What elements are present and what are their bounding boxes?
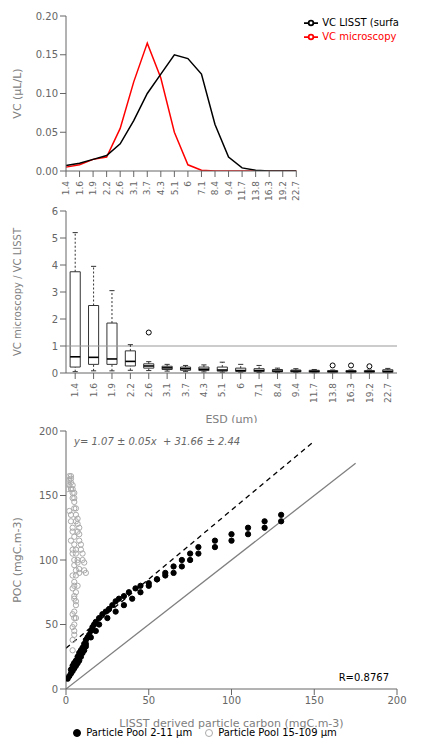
svg-text:16.3: 16.3 xyxy=(346,383,356,403)
html-text:VC microscopy: VC microscopy xyxy=(322,31,397,42)
svg-text:200: 200 xyxy=(39,426,58,437)
svg-text:6: 6 xyxy=(183,181,193,187)
svg-text:R=0.8767: R=0.8767 xyxy=(339,672,389,683)
svg-text:1.4: 1.4 xyxy=(61,181,71,196)
svg-text:9.4: 9.4 xyxy=(224,181,234,196)
svg-text:6: 6 xyxy=(236,383,246,389)
svg-text:22.7: 22.7 xyxy=(383,383,393,403)
svg-text:3.1: 3.1 xyxy=(162,383,172,397)
svg-text:VC microscopy / VC LISST: VC microscopy / VC LISST xyxy=(12,227,23,356)
html-text:Particle Pool 2-11 μm: Particle Pool 2-11 μm xyxy=(86,727,193,738)
svg-text:13.8: 13.8 xyxy=(251,181,261,201)
svg-text:16.3: 16.3 xyxy=(264,181,274,201)
svg-text:5.1: 5.1 xyxy=(170,181,180,195)
svg-text:VC (μL/L): VC (μL/L) xyxy=(11,68,24,118)
svg-text:4.3: 4.3 xyxy=(199,383,209,397)
svg-text:3.1: 3.1 xyxy=(129,181,139,195)
svg-text:1.9: 1.9 xyxy=(88,181,98,196)
svg-text:6: 6 xyxy=(52,206,58,217)
svg-text:y= 1.07 ± 0.05x + 31.66 ± 2.4: y= 1.07 ± 0.05x + 31.66 ± 2.44 xyxy=(73,436,240,447)
svg-text:50: 50 xyxy=(142,695,155,706)
svg-text:11.7: 11.7 xyxy=(309,383,319,403)
svg-text:50: 50 xyxy=(45,619,58,630)
svg-text:100: 100 xyxy=(39,555,58,566)
svg-text:7.1: 7.1 xyxy=(254,383,264,397)
svg-text:0.20: 0.20 xyxy=(36,11,58,22)
svg-text:4: 4 xyxy=(52,260,58,271)
svg-text:22.7: 22.7 xyxy=(291,181,301,201)
svg-text:LISST derived particle carbon: LISST derived particle carbon (mgC.m-3) xyxy=(119,717,343,730)
svg-text:4.3: 4.3 xyxy=(156,181,166,195)
svg-text:100: 100 xyxy=(222,695,241,706)
svg-text:11.7: 11.7 xyxy=(237,181,247,201)
svg-text:2.2: 2.2 xyxy=(102,181,112,195)
html-text:VC LISST (surfa: VC LISST (surfa xyxy=(322,17,399,28)
svg-text:5.1: 5.1 xyxy=(217,383,227,397)
svg-text:1.6: 1.6 xyxy=(75,181,85,196)
svg-text:0.15: 0.15 xyxy=(36,49,58,60)
html-text:Particle Pool 15-109 μm: Particle Pool 15-109 μm xyxy=(218,727,337,738)
svg-text:3.7: 3.7 xyxy=(142,181,152,195)
svg-text:0: 0 xyxy=(52,368,58,379)
svg-text:1.6: 1.6 xyxy=(89,383,99,398)
svg-text:8.4: 8.4 xyxy=(273,383,283,398)
svg-text:19.2: 19.2 xyxy=(365,383,375,403)
svg-text:0.10: 0.10 xyxy=(36,88,58,99)
svg-text:150: 150 xyxy=(39,490,58,501)
svg-text:8.4: 8.4 xyxy=(210,181,220,196)
svg-text:1.9: 1.9 xyxy=(107,383,117,398)
svg-text:150: 150 xyxy=(305,695,324,706)
svg-text:2: 2 xyxy=(52,314,58,325)
svg-text:200: 200 xyxy=(387,695,406,706)
svg-text:5: 5 xyxy=(52,233,58,244)
svg-text:1: 1 xyxy=(52,341,58,352)
svg-text:ESD (μm): ESD (μm) xyxy=(205,413,257,423)
svg-text:1.4: 1.4 xyxy=(70,383,80,398)
svg-text:0: 0 xyxy=(52,684,58,695)
svg-text:19.2: 19.2 xyxy=(278,181,288,201)
svg-text:0: 0 xyxy=(63,695,69,706)
svg-text:13.8: 13.8 xyxy=(328,383,338,403)
svg-text:0.00: 0.00 xyxy=(36,166,58,177)
svg-text:0.05: 0.05 xyxy=(36,127,58,138)
svg-text:POC (mgC.m-3): POC (mgC.m-3) xyxy=(11,517,24,603)
svg-text:2.6: 2.6 xyxy=(115,181,125,196)
svg-text:9.4: 9.4 xyxy=(291,383,301,398)
svg-text:2.6: 2.6 xyxy=(144,383,154,398)
svg-text:7.1: 7.1 xyxy=(197,181,207,195)
svg-text:3.7: 3.7 xyxy=(181,383,191,397)
svg-text:3: 3 xyxy=(52,287,58,298)
svg-text:2.2: 2.2 xyxy=(126,383,136,397)
